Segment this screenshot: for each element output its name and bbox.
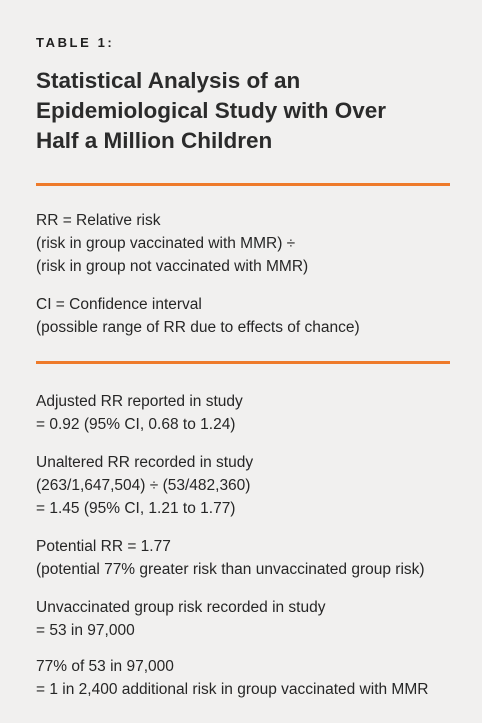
definition-line: RR = Relative risk xyxy=(36,209,456,232)
result-line: = 53 in 97,000 xyxy=(36,619,456,642)
result-line: Unaltered RR recorded in study xyxy=(36,451,456,474)
table-label: TABLE 1: xyxy=(36,35,114,50)
definition-line: (risk in group vaccinated with MMR) ÷ xyxy=(36,232,456,255)
result-line: Unvaccinated group risk recorded in stud… xyxy=(36,596,456,619)
result-line: = 1.45 (95% CI, 1.21 to 1.77) xyxy=(36,497,456,520)
definition-line: (risk in group not vaccinated with MMR) xyxy=(36,255,456,278)
result-line: Potential RR = 1.77 xyxy=(36,535,456,558)
result-line: (263/1,647,504) ÷ (53/482,360) xyxy=(36,474,456,497)
table-title: Statistical Analysis of an Epidemiologic… xyxy=(36,66,456,156)
result-potential-rr: Potential RR = 1.77 (potential 77% great… xyxy=(36,535,456,581)
title-line: Statistical Analysis of an xyxy=(36,66,456,96)
result-unvaccinated-risk: Unvaccinated group risk recorded in stud… xyxy=(36,596,456,642)
result-line: 77% of 53 in 97,000 xyxy=(36,655,456,678)
result-line: = 1 in 2,400 additional risk in group va… xyxy=(36,678,456,701)
orange-divider-middle xyxy=(36,361,450,364)
definition-relative-risk: RR = Relative risk (risk in group vaccin… xyxy=(36,209,456,278)
definition-confidence-interval: CI = Confidence interval (possible range… xyxy=(36,293,456,339)
orange-divider-top xyxy=(36,183,450,186)
definition-line: CI = Confidence interval xyxy=(36,293,456,316)
result-additional-risk: 77% of 53 in 97,000 = 1 in 2,400 additio… xyxy=(36,655,456,701)
result-line: Adjusted RR reported in study xyxy=(36,390,456,413)
result-line: (potential 77% greater risk than unvacci… xyxy=(36,558,456,581)
definition-line: (possible range of RR due to effects of … xyxy=(36,316,456,339)
result-unaltered-rr: Unaltered RR recorded in study (263/1,64… xyxy=(36,451,456,520)
title-line: Epidemiological Study with Over xyxy=(36,96,456,126)
title-line: Half a Million Children xyxy=(36,126,456,156)
result-adjusted-rr: Adjusted RR reported in study = 0.92 (95… xyxy=(36,390,456,436)
result-line: = 0.92 (95% CI, 0.68 to 1.24) xyxy=(36,413,456,436)
